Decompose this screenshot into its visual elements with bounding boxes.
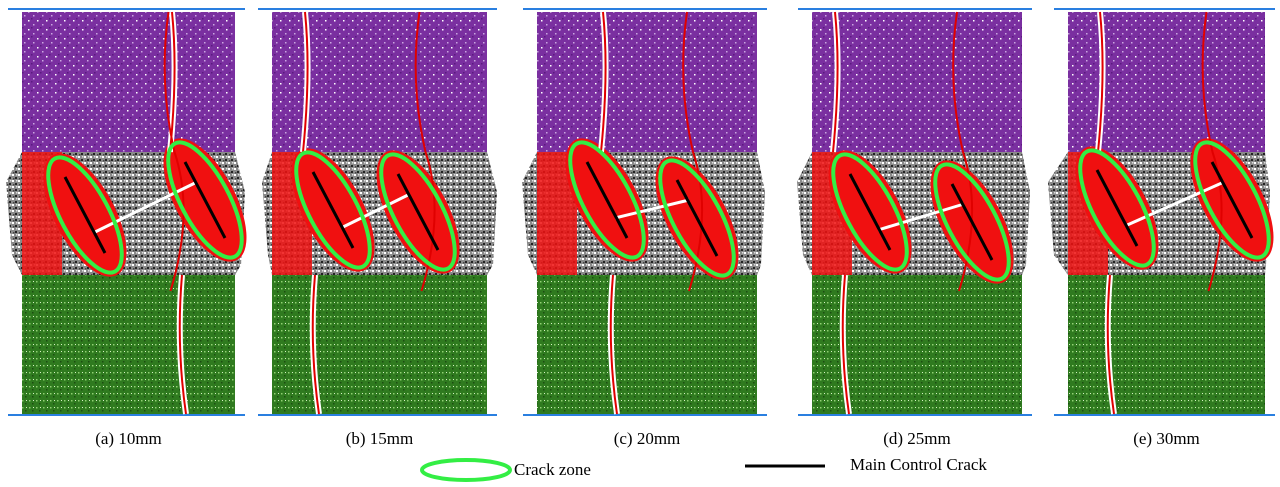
top-layer — [537, 12, 757, 152]
panel: (c) 20mm — [522, 9, 767, 448]
figure: Crack zone Main Control Crack (a) 10mm (b… — [0, 0, 1280, 487]
panel: (b) 15mm — [258, 9, 497, 448]
caption: (a) 10mm — [95, 429, 162, 448]
panel: (e) 30mm — [1048, 9, 1280, 448]
caption: (c) 20mm — [614, 429, 681, 448]
legend-ellipse — [422, 460, 510, 480]
top-layer — [812, 12, 1022, 152]
bottom-layer — [537, 275, 757, 414]
top-layer — [22, 12, 235, 152]
bottom-layer — [272, 275, 487, 414]
legend-label: Main Control Crack — [850, 455, 987, 474]
caption: (e) 30mm — [1133, 429, 1200, 448]
bottom-layer — [22, 275, 235, 414]
panel: (d) 25mm — [797, 9, 1032, 448]
bottom-layer — [1068, 275, 1265, 414]
panel: (a) 10mm — [6, 9, 263, 448]
legend-label: Crack zone — [514, 460, 591, 479]
caption: (d) 25mm — [883, 429, 951, 448]
legend: Crack zone Main Control Crack — [422, 455, 987, 480]
caption: (b) 15mm — [346, 429, 414, 448]
